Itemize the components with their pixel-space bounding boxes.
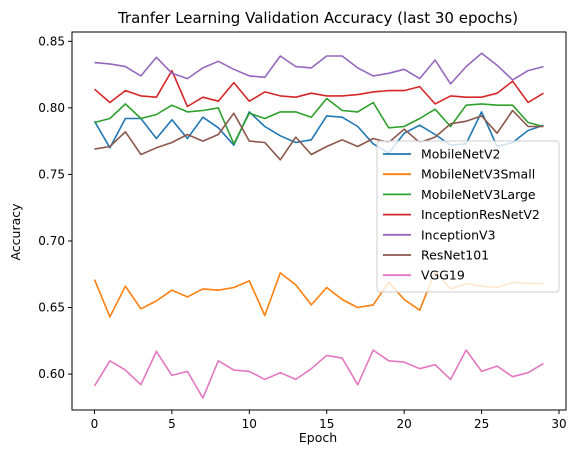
legend-label: MobileNetV3Small xyxy=(421,167,535,182)
x-tick-label: 10 xyxy=(242,417,257,431)
y-tick-label: 0.85 xyxy=(38,34,65,48)
legend-label: MobileNetV3Large xyxy=(421,187,536,202)
x-tick-label: 15 xyxy=(319,417,334,431)
legend-label: VGG19 xyxy=(421,268,465,283)
plot-frame xyxy=(71,31,567,411)
x-tick-label: 30 xyxy=(551,417,566,431)
y-tick-label: 0.65 xyxy=(38,301,65,315)
y-axis-label: Accuracy xyxy=(8,203,23,261)
series-line-inceptionresnetv2 xyxy=(93,69,544,108)
legend: MobileNetV2 MobileNetV3Small MobileNetV3La… xyxy=(376,140,560,293)
x-tick-label: 5 xyxy=(168,417,176,431)
y-tick-label: 0.60 xyxy=(38,367,65,381)
y-tick-label: 0.70 xyxy=(38,234,65,248)
chart-title: Tranfer Learning Validation Accuracy (la… xyxy=(117,9,518,27)
plot-lines xyxy=(93,52,544,399)
series-line-vgg19 xyxy=(93,349,544,399)
legend-label: MobileNetV2 xyxy=(421,147,500,162)
series-line-mobilenetv2 xyxy=(93,111,544,154)
series-line-resnet101 xyxy=(94,109,544,161)
legend-label: ResNet101 xyxy=(421,248,489,263)
y-tick-label: 0.75 xyxy=(38,167,65,181)
series-line-mobilenetv3large xyxy=(94,97,544,145)
legend-label: InceptionResNetV2 xyxy=(421,207,540,222)
x-tick-label: 0 xyxy=(91,417,99,431)
x-tick-label: 20 xyxy=(397,417,412,431)
x-tick-label: 25 xyxy=(474,417,489,431)
legend-box xyxy=(376,140,560,293)
y-tick-label: 0.80 xyxy=(38,101,65,115)
y-axis-ticks: 0.60 0.65 0.70 0.75 0.80 0.85 xyxy=(38,34,72,381)
legend-label: InceptionV3 xyxy=(421,227,496,242)
x-axis-ticks: 0 5 10 15 20 25 30 xyxy=(91,410,567,431)
x-axis-label: Epoch xyxy=(299,430,337,445)
series-line-inceptionv3 xyxy=(94,52,544,85)
